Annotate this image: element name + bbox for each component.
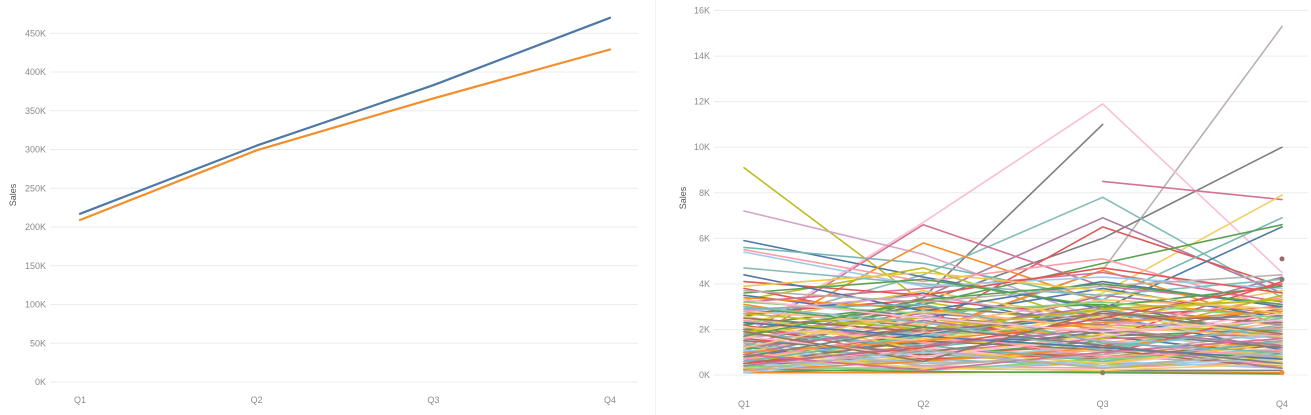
left-series-line (78, 48, 612, 222)
left-y-tick-label: 50K (30, 338, 46, 348)
right-y-tick-label: 8K (699, 188, 710, 198)
left-y-tick-label: 300K (25, 145, 46, 155)
left-gridlines (50, 32, 638, 383)
panel-divider (655, 0, 656, 415)
right-series-line (743, 267, 1283, 297)
left-x-tick-label: Q1 (74, 395, 86, 405)
right-series-line (743, 103, 1283, 335)
left-y-tick-label: 200K (25, 222, 46, 232)
left-x-tick-label: Q2 (251, 395, 263, 405)
left-y-axis-title: Sales (8, 183, 18, 206)
right-series-line (743, 305, 1283, 349)
right-series-line (743, 333, 1283, 363)
right-series-line (743, 271, 1283, 315)
right-series-line (743, 210, 1283, 340)
right-series-line (743, 298, 1283, 333)
left-y-axis: 0K 50K 100K 150K 200K 250K 300K 350K 400K 450K (25, 28, 46, 387)
right-series-line (743, 349, 1283, 372)
right-series-line (743, 321, 1283, 360)
right-series-line (743, 248, 1283, 310)
right-series-line (743, 301, 1283, 319)
right-data-point (1279, 256, 1285, 262)
right-y-tick-label: 12K (694, 97, 710, 107)
right-x-tick-label: Q4 (1276, 399, 1288, 409)
right-series-line (743, 196, 1283, 326)
right-series-line (743, 360, 1283, 372)
right-data-point (1279, 370, 1285, 376)
right-series-line (743, 283, 1283, 338)
right-series-line (743, 368, 1283, 375)
right-series-line (743, 296, 1283, 344)
right-x-tick-label: Q3 (1097, 399, 1109, 409)
left-line-chart: 0K 50K 100K 150K 200K 250K 300K 350K 400K 450K Q1… (8, 16, 638, 405)
right-y-axis-title: Sales (678, 186, 688, 209)
left-y-tick-label: 0K (35, 377, 46, 387)
right-y-tick-label: 2K (699, 324, 710, 334)
right-series-line (743, 326, 1283, 365)
left-y-tick-label: 450K (25, 28, 46, 38)
right-line-chart: 0K 2K 4K 6K 8K 10K 12K 14K 16K Q1 Q2 Q3 Q4 Sales (678, 6, 1308, 409)
right-series-line (1101, 180, 1283, 201)
right-x-tick-label: Q1 (738, 399, 750, 409)
right-y-tick-label: 16K (694, 6, 710, 16)
right-series-line (743, 223, 1283, 338)
right-series-line (743, 303, 1283, 354)
right-series-line (743, 278, 1283, 308)
left-series-group (78, 16, 612, 222)
right-markers-group (1100, 256, 1285, 376)
left-x-tick-label: Q4 (604, 395, 616, 405)
right-series-line (743, 312, 1283, 333)
right-series-line (743, 298, 1283, 331)
left-y-tick-label: 400K (25, 67, 46, 77)
right-data-point (1100, 370, 1106, 376)
left-x-axis: Q1 Q2 Q3 Q4 (74, 395, 616, 405)
left-x-tick-label: Q3 (427, 395, 439, 405)
right-chart-panel: 0K 2K 4K 6K 8K 10K 12K 14K 16K Q1 Q2 Q3 Q4 Sales (660, 0, 1311, 415)
left-y-tick-label: 150K (25, 261, 46, 271)
left-y-tick-label: 100K (25, 300, 46, 310)
right-y-tick-label: 10K (694, 142, 710, 152)
right-series-line (743, 337, 1283, 372)
right-series-line (743, 273, 1283, 303)
right-y-tick-label: 14K (694, 51, 710, 61)
left-y-tick-label: 350K (25, 106, 46, 116)
right-series-line (743, 314, 1283, 342)
right-series-line (743, 242, 1283, 342)
right-series-line (743, 339, 1283, 370)
right-y-axis: 0K 2K 4K 6K 8K 10K 12K 14K 16K (694, 6, 710, 380)
right-x-tick-label: Q2 (917, 399, 929, 409)
left-y-tick-label: 250K (25, 183, 46, 193)
right-y-tick-label: 4K (699, 279, 710, 289)
right-y-tick-label: 6K (699, 233, 710, 243)
right-series-line (743, 351, 1283, 372)
left-chart-panel: 0K 50K 100K 150K 200K 250K 300K 350K 400K 450K Q1… (0, 0, 650, 415)
right-series-line (743, 328, 1283, 367)
right-x-axis: Q1 Q2 Q3 Q4 (738, 399, 1288, 409)
left-series-line (78, 16, 612, 215)
right-series-group (743, 25, 1283, 375)
right-data-point (1279, 276, 1285, 282)
right-y-tick-label: 0K (699, 370, 710, 380)
